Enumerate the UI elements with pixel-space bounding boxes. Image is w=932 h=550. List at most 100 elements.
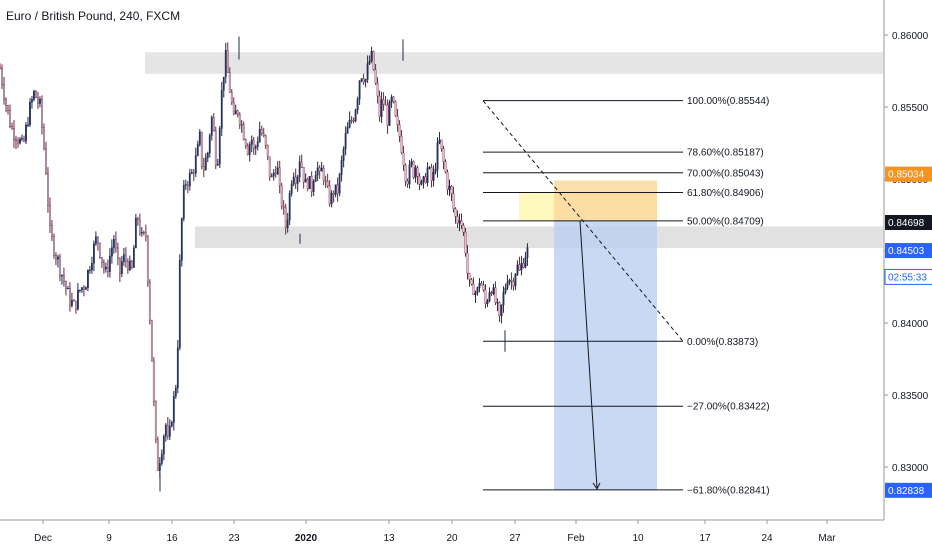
candle-body xyxy=(394,101,397,117)
candle-body xyxy=(458,220,461,224)
fib-level-label: 78.60%(0.85187) xyxy=(687,148,764,159)
candle-body xyxy=(326,181,329,187)
candle-body xyxy=(91,263,93,271)
candle-body xyxy=(96,236,99,244)
candle-body xyxy=(236,110,239,115)
y-tick-label: 0.83500 xyxy=(892,391,929,402)
candle-body xyxy=(168,425,171,437)
candle-body xyxy=(79,289,81,291)
candle-body xyxy=(364,79,367,83)
candle-body xyxy=(226,50,229,73)
candle-body xyxy=(404,164,407,182)
candle-body xyxy=(134,218,137,249)
candle-body xyxy=(230,92,233,103)
candle-body xyxy=(514,274,517,287)
price-tag-label: 0.82838 xyxy=(888,486,925,497)
candle-body xyxy=(92,243,95,264)
fibonacci-layer[interactable]: 100.00%(0.85544) 78.60%(0.85187) 70.00%(0.… xyxy=(483,96,770,496)
candle-body xyxy=(396,115,399,125)
candle-body xyxy=(71,300,73,306)
price-tag-label: 0.85034 xyxy=(888,170,925,181)
candle-body xyxy=(244,139,247,147)
candle-body xyxy=(424,176,427,183)
x-tick-label: 23 xyxy=(228,533,240,544)
candle-body xyxy=(336,184,339,194)
price-tag xyxy=(885,482,932,498)
candle-body xyxy=(27,124,29,126)
candle-body xyxy=(430,167,433,181)
candle-body xyxy=(21,138,23,140)
candle-body xyxy=(174,387,177,397)
candle-body xyxy=(192,172,195,174)
candle-body xyxy=(19,139,21,144)
candle-body xyxy=(258,129,261,143)
candle-body xyxy=(162,436,165,455)
candle-body xyxy=(486,300,489,305)
candle-body xyxy=(354,109,357,122)
candle-body xyxy=(380,99,383,117)
candle-body xyxy=(61,274,63,277)
candle-body xyxy=(464,231,467,254)
candle-body xyxy=(98,242,101,258)
fib-level-label: 61.80%(0.84906) xyxy=(687,188,764,199)
fib-trend-line xyxy=(482,100,684,342)
candle-body xyxy=(516,264,519,275)
candle-body xyxy=(310,175,313,192)
candle-body xyxy=(484,289,487,305)
candle-body xyxy=(358,80,361,100)
candle-body xyxy=(67,288,69,290)
candle-body xyxy=(246,145,249,155)
candle-body xyxy=(508,280,511,283)
candle-body xyxy=(89,269,91,271)
candle-body xyxy=(59,256,61,277)
candle-body xyxy=(370,51,373,62)
candle-body xyxy=(49,205,51,226)
candle-body xyxy=(402,152,405,166)
candle-body xyxy=(432,171,435,181)
candle-body xyxy=(518,264,521,271)
candle-body xyxy=(316,167,319,176)
candle-body xyxy=(376,83,379,97)
candle-body xyxy=(9,110,11,127)
candle-body xyxy=(204,157,207,171)
candle-body xyxy=(498,302,501,317)
candle-body xyxy=(146,236,149,283)
candle-body xyxy=(186,184,189,187)
candle-body xyxy=(25,124,27,142)
candle-body xyxy=(290,183,293,194)
candle-body xyxy=(348,119,351,128)
candle-body xyxy=(3,84,5,100)
candle-body xyxy=(280,185,283,207)
candle-body xyxy=(466,252,469,274)
candle-body xyxy=(198,131,201,145)
candle-body xyxy=(472,284,475,296)
candle-body xyxy=(100,257,103,263)
candle-body xyxy=(428,167,431,169)
candle-body xyxy=(142,232,145,234)
candle-body xyxy=(35,90,37,98)
candle-body xyxy=(188,173,191,187)
candle-body xyxy=(478,283,481,288)
x-tick-label: 17 xyxy=(699,533,711,544)
candle-body xyxy=(340,160,343,175)
candle-body xyxy=(446,171,449,190)
candle-body xyxy=(118,257,121,274)
candle-body xyxy=(178,260,181,349)
candle-body xyxy=(220,90,223,129)
candle-body xyxy=(422,176,425,182)
candle-body xyxy=(116,247,119,259)
candle-body xyxy=(454,208,457,217)
x-tick-label: 13 xyxy=(383,533,395,544)
candle-body xyxy=(338,174,341,194)
candle-body xyxy=(212,117,215,132)
candle-body xyxy=(154,401,157,441)
candle-body xyxy=(412,161,415,178)
candle-body xyxy=(33,90,35,100)
candle-body xyxy=(200,131,203,167)
candle-body xyxy=(274,172,277,175)
candle-body xyxy=(57,256,59,260)
candle-body xyxy=(102,262,105,270)
x-tick-label: 27 xyxy=(509,533,521,544)
candle-body xyxy=(218,128,221,165)
